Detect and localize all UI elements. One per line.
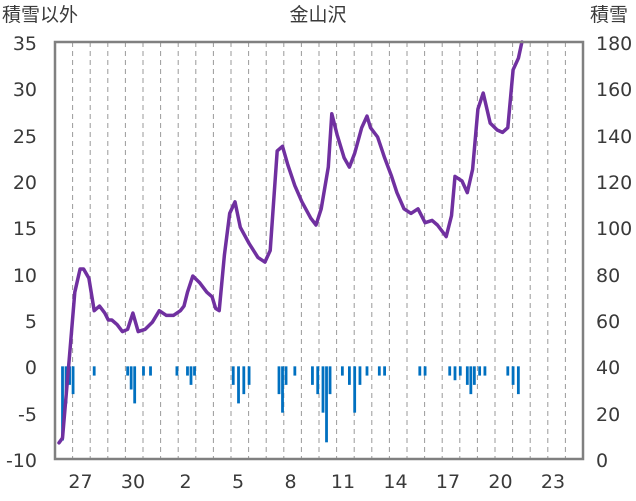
bar [92, 366, 96, 376]
bar [478, 366, 482, 376]
bar [247, 366, 251, 385]
bar [423, 366, 427, 376]
bar [348, 366, 351, 385]
bar [277, 366, 281, 395]
x-tick-label: 5 [232, 471, 244, 493]
y-left-tick-labels: 35 30 25 20 15 10 5 0 -5 -10 [6, 33, 37, 472]
x-tick-labels: 27 30 2 5 8 11 14 17 20 23 [68, 471, 565, 493]
x-tick-label: 11 [331, 471, 355, 493]
line-series [57, 40, 524, 445]
x-tick-label: 14 [383, 471, 407, 493]
bar [511, 366, 515, 385]
x-tick-label: 27 [68, 471, 92, 493]
bar [483, 366, 487, 376]
bar [365, 366, 369, 376]
snow-depth-line [57, 40, 524, 445]
bar [149, 366, 152, 376]
y-left-tick-label: 5 [25, 311, 37, 333]
bar [469, 366, 473, 395]
bar [328, 366, 332, 395]
y-right-tick-label: 60 [596, 311, 620, 333]
bar [325, 366, 328, 443]
right-axis-label: 積雪 [590, 4, 628, 26]
bar [231, 366, 235, 385]
y-right-tick-label: 160 [596, 79, 632, 101]
bar [311, 366, 314, 385]
bar [358, 366, 362, 385]
y-left-tick-label: 25 [13, 126, 37, 148]
y-right-tick-label: 0 [596, 450, 608, 472]
y-left-tick-label: 15 [13, 218, 37, 240]
bar [281, 366, 284, 413]
y-left-tick-label: 0 [25, 357, 37, 379]
y-left-tick-label: 20 [13, 172, 37, 194]
y-right-tick-label: 80 [596, 265, 620, 287]
bar [458, 366, 462, 376]
bar [340, 366, 344, 376]
bar [353, 366, 357, 413]
x-tick-label: 30 [121, 471, 145, 493]
bar [133, 366, 137, 404]
bar [186, 366, 189, 376]
bar [316, 366, 320, 395]
left-axis-label: 積雪以外 [2, 4, 78, 26]
bar [465, 366, 469, 385]
bar [193, 366, 196, 376]
vertical-gridlines [72, 42, 566, 459]
y-left-tick-label: -10 [6, 450, 37, 472]
bar [377, 366, 381, 376]
bar [242, 366, 246, 395]
x-tick-label: 17 [436, 471, 460, 493]
bar [237, 366, 240, 404]
y-right-tick-label: 140 [596, 126, 632, 148]
bar [321, 366, 325, 413]
y-left-tick-label: 10 [13, 265, 37, 287]
y-right-tick-labels: 180 160 140 120 100 80 60 40 20 0 [596, 33, 632, 472]
bar [418, 366, 422, 376]
bar [453, 366, 457, 381]
bar [516, 366, 520, 395]
bar [448, 366, 452, 376]
y-right-tick-label: 20 [596, 404, 620, 426]
bar [71, 366, 75, 395]
y-right-tick-label: 40 [596, 357, 620, 379]
bar [383, 366, 386, 376]
y-right-tick-label: 100 [596, 218, 632, 240]
x-tick-label: 20 [488, 471, 512, 493]
bar [506, 366, 510, 376]
y-left-tick-label: 35 [13, 33, 37, 55]
bar [472, 366, 476, 385]
bar [175, 366, 179, 376]
bar [61, 366, 64, 441]
y-right-tick-label: 180 [596, 33, 632, 55]
y-left-tick-label: 30 [13, 79, 37, 101]
x-tick-label: 2 [179, 471, 191, 493]
y-left-tick-label: -5 [18, 404, 37, 426]
bar [126, 366, 130, 376]
bar [284, 366, 288, 385]
x-tick-label: 23 [541, 471, 565, 493]
bar [129, 366, 133, 390]
y-right-tick-label: 120 [596, 172, 632, 194]
plot-frame [53, 40, 585, 461]
x-tick-label: 8 [284, 471, 296, 493]
bar-series [61, 366, 520, 443]
bar [142, 366, 145, 376]
bar [293, 366, 297, 376]
bar [189, 366, 193, 385]
chart-title: 金山沢 [289, 4, 346, 26]
